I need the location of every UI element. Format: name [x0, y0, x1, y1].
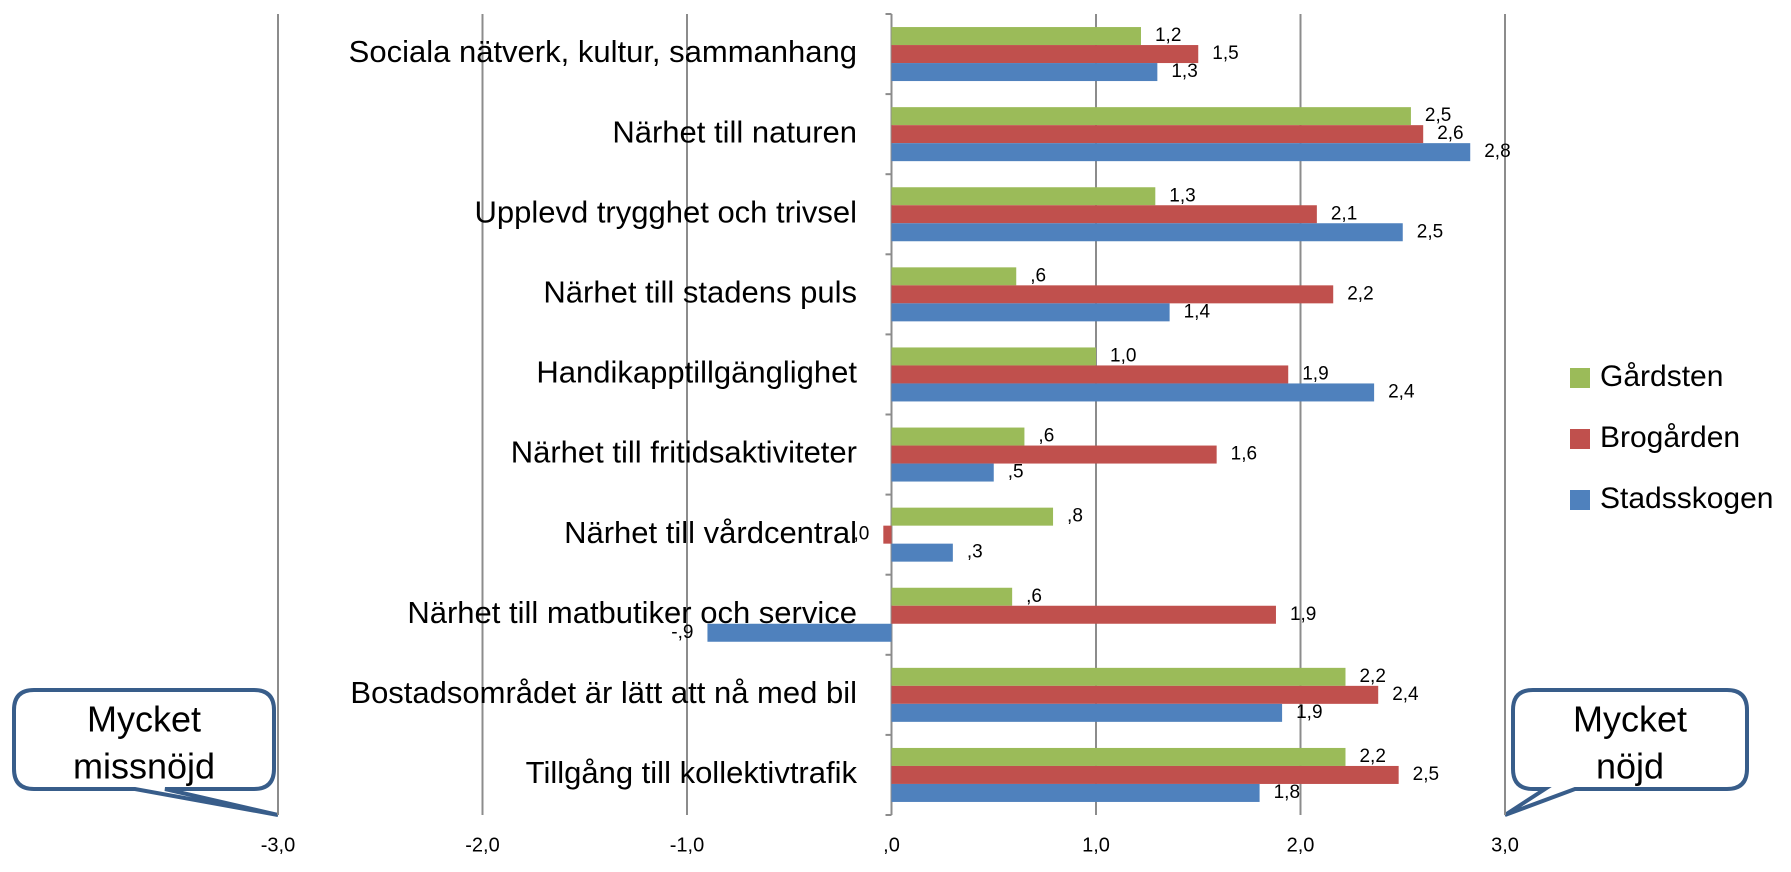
bar: [891, 427, 1025, 446]
bar: [891, 587, 1013, 606]
bar: [891, 605, 1276, 624]
bar: [891, 303, 1170, 322]
x-tick-label: -1,0: [670, 834, 704, 856]
bar: [891, 45, 1199, 64]
data-label: ,6: [1026, 586, 1042, 607]
category-label: Närhet till stadens puls: [543, 275, 857, 310]
legend-label: Gårdsten: [1600, 360, 1723, 393]
bar: [883, 525, 892, 544]
bar: [891, 783, 1260, 802]
data-label: 1,3: [1169, 185, 1195, 206]
bar: [891, 63, 1158, 82]
bar: [891, 267, 1017, 286]
data-label: 2,2: [1347, 283, 1373, 304]
category-label: Bostadsområdet är lätt att nå med bil: [350, 675, 857, 710]
data-label: ,3: [967, 542, 983, 563]
bar: [891, 445, 1217, 464]
data-label: 2,5: [1425, 105, 1451, 126]
legend-swatch: [1570, 490, 1590, 510]
data-label: 2,2: [1359, 666, 1385, 687]
data-label: 1,4: [1184, 301, 1211, 322]
data-label: 1,2: [1155, 25, 1181, 46]
data-label: 1,8: [1274, 782, 1300, 803]
data-label: 2,5: [1417, 221, 1443, 242]
data-label: 1,5: [1212, 43, 1238, 64]
bar: [891, 27, 1141, 46]
data-label: ,5: [1008, 462, 1024, 483]
bar: [891, 187, 1156, 206]
bar: [891, 667, 1346, 686]
x-tick-label: 3,0: [1491, 834, 1519, 856]
callout-right: [1503, 688, 1749, 817]
legend-label: Stadsskogen: [1600, 482, 1773, 515]
data-label: 2,2: [1359, 746, 1385, 767]
data-label: -,9: [671, 622, 693, 643]
data-label: 2,8: [1484, 141, 1510, 162]
legend-label: Brogården: [1600, 421, 1740, 454]
bar: [891, 685, 1379, 704]
bar: [891, 285, 1334, 304]
callout-text: Mycket: [87, 699, 201, 740]
bar: [891, 143, 1471, 162]
callout-left: [12, 688, 279, 817]
category-label: Upplevd trygghet och trivsel: [474, 194, 857, 229]
data-label: 2,4: [1388, 381, 1415, 402]
data-label: 2,5: [1413, 764, 1439, 785]
data-label: 1,6: [1231, 444, 1257, 465]
bar: [891, 365, 1289, 384]
x-tick-label: 1,0: [1082, 834, 1110, 856]
callout-text: nöjd: [1596, 746, 1664, 787]
category-label: Sociala nätverk, kultur, sammanhang: [349, 34, 857, 69]
callout-text: missnöjd: [73, 746, 215, 787]
bar: [891, 107, 1411, 126]
bar: [891, 383, 1375, 402]
data-label: ,8: [1067, 506, 1083, 527]
bar: [891, 205, 1317, 224]
data-label: 1,9: [1302, 363, 1328, 384]
legend-swatch: [1570, 429, 1590, 449]
bar: [891, 703, 1283, 722]
data-label: ,6: [1030, 265, 1046, 286]
data-label: ,0: [853, 524, 869, 545]
x-tick-label: ,0: [883, 834, 900, 856]
data-label: 2,1: [1331, 203, 1357, 224]
bar: [891, 223, 1403, 242]
bar: [891, 347, 1096, 366]
category-label: Närhet till matbutiker och service: [407, 595, 857, 630]
data-label: ,6: [1038, 426, 1054, 447]
bar: [891, 463, 994, 482]
data-label: 1,3: [1171, 61, 1197, 82]
category-label: Närhet till naturen: [612, 114, 857, 149]
bar: [891, 507, 1054, 526]
bar: [891, 543, 953, 562]
x-tick-label: -2,0: [465, 834, 499, 856]
category-label: Närhet till fritidsaktiviteter: [511, 435, 857, 470]
legend-swatch: [1570, 368, 1590, 388]
bar: [891, 125, 1424, 144]
bar: [707, 623, 892, 642]
x-tick-label: 2,0: [1287, 834, 1315, 856]
data-label: 2,4: [1392, 684, 1419, 705]
data-label: 1,9: [1290, 604, 1316, 625]
bar: [891, 765, 1399, 784]
bar: [891, 747, 1346, 766]
data-label: 1,0: [1110, 345, 1136, 366]
category-label: Tillgång till kollektivtrafik: [526, 755, 858, 790]
x-tick-label: -3,0: [261, 834, 295, 856]
category-label: Närhet till vårdcentral: [564, 515, 857, 550]
data-label: 2,6: [1437, 123, 1463, 144]
callout-text: Mycket: [1573, 699, 1687, 740]
category-label: Handikapptillgänglighet: [536, 355, 857, 390]
data-label: 1,9: [1296, 702, 1322, 723]
